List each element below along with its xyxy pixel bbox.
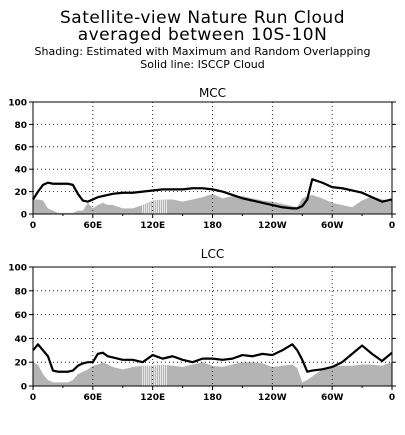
x-tick-label-mcc: 60W <box>321 221 344 231</box>
y-tick-label-mcc: 60 <box>14 143 27 153</box>
panel-title-mcc: MCC <box>199 86 226 100</box>
x-tick-label-mcc: 0 <box>30 221 36 231</box>
y-tick-label-mcc: 0 <box>21 211 27 221</box>
y-tick-label-mcc: 100 <box>8 99 27 109</box>
shading-area-mcc <box>33 193 392 214</box>
y-tick-label-mcc: 80 <box>14 121 27 131</box>
isccp-line-mcc <box>32 178 393 210</box>
x-tick-label-lcc: 180 <box>203 393 222 403</box>
grid-mcc <box>33 102 392 214</box>
x-tick-label-lcc: 60E <box>83 393 102 403</box>
y-tick-label-lcc: 60 <box>14 311 27 321</box>
figure-subtitle-shading: Shading: Estimated with Maximum and Rand… <box>34 45 371 58</box>
panel-title-lcc: LCC <box>201 247 224 261</box>
x-tick-label-lcc: 120E <box>140 393 165 403</box>
y-tick-label-lcc: 100 <box>8 264 27 274</box>
x-tick-label-mcc: 60E <box>83 221 102 231</box>
x-tick-label-lcc: 0 <box>30 393 36 403</box>
x-tick-label-mcc: 180 <box>203 221 222 231</box>
panel-lcc: LCC 0 20 40 60 80 100 0 60E 120E 180 120W 60W 0 <box>8 247 396 403</box>
figure-title-line2: averaged between 10S-10N <box>77 25 328 45</box>
x-tick-label-lcc: 120W <box>258 393 287 403</box>
y-tick-label-mcc: 40 <box>14 166 27 176</box>
hatching-lcc <box>142 364 167 386</box>
panel-mcc: MCC 0 20 40 60 80 100 0 60E 120E 180 120W 60W 0 <box>8 86 396 231</box>
x-tick-label-mcc: 0 <box>389 221 395 231</box>
x-tick-label-mcc: 120E <box>140 221 165 231</box>
y-tick-label-lcc: 0 <box>21 383 27 393</box>
y-tick-label-lcc: 80 <box>14 287 27 297</box>
shading-area-lcc <box>33 362 392 386</box>
x-tick-label-mcc: 120W <box>258 221 287 231</box>
figure-title-line1: Satellite-view Nature Run Cloud <box>60 8 345 28</box>
y-tick-label-lcc: 40 <box>14 335 27 345</box>
isccp-line-lcc <box>32 343 393 373</box>
x-tick-label-lcc: 60W <box>321 393 344 403</box>
y-tick-label-lcc: 20 <box>14 359 27 369</box>
figure-subtitle-solid-line: Solid line: ISCCP Cloud <box>140 58 265 71</box>
y-tick-label-mcc: 20 <box>14 188 27 198</box>
x-tick-label-lcc: 0 <box>389 393 395 403</box>
